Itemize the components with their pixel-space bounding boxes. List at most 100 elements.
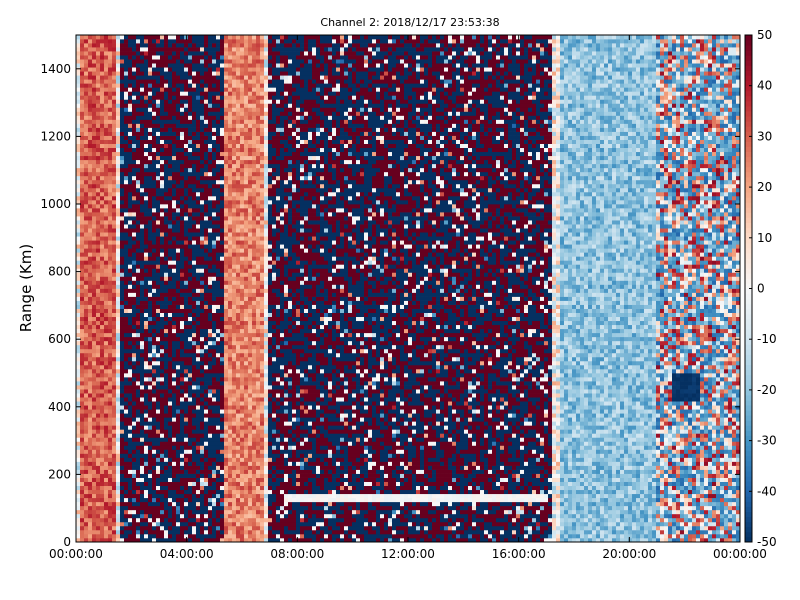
heatmap-cell	[116, 292, 121, 297]
heatmap-cell	[84, 119, 89, 124]
heatmap-cell	[100, 87, 105, 92]
heatmap-cell	[96, 505, 101, 511]
heatmap-cell	[160, 360, 165, 366]
heatmap-cell	[108, 352, 113, 358]
heatmap-cell	[224, 425, 229, 430]
heatmap-cell	[220, 465, 225, 470]
heatmap-cell	[80, 171, 85, 177]
heatmap-cell	[196, 244, 201, 249]
heatmap-cell	[140, 352, 145, 358]
heatmap-cell	[120, 260, 125, 265]
heatmap-cell	[84, 368, 89, 374]
heatmap-cell	[136, 83, 141, 88]
heatmap-cell	[164, 131, 169, 136]
heatmap-cell	[148, 437, 153, 442]
heatmap-cell	[184, 147, 189, 153]
heatmap-cell	[176, 228, 181, 233]
heatmap-cell	[140, 328, 145, 334]
heatmap-cell	[92, 155, 97, 161]
heatmap-cell	[108, 67, 113, 72]
heatmap-cell	[180, 529, 185, 535]
heatmap-cell	[204, 465, 209, 470]
heatmap-cell	[152, 385, 157, 390]
heatmap-cell	[80, 199, 85, 205]
heatmap-cell	[96, 75, 101, 80]
heatmap-cell	[96, 115, 101, 120]
heatmap-cell	[140, 409, 145, 414]
heatmap-cell	[84, 224, 89, 229]
heatmap-cell	[168, 59, 173, 64]
heatmap-cell	[148, 159, 153, 165]
heatmap-cell	[224, 252, 229, 257]
heatmap-cell	[160, 115, 165, 120]
heatmap-cell	[100, 477, 105, 482]
heatmap-cell	[220, 348, 225, 354]
heatmap-cell	[228, 236, 233, 241]
heatmap-cell	[180, 199, 185, 205]
heatmap-cell	[224, 175, 229, 181]
heatmap-cell	[208, 99, 213, 104]
heatmap-cell	[220, 477, 225, 482]
heatmap-cell	[80, 397, 85, 402]
heatmap-cell	[180, 300, 185, 305]
heatmap-cell	[228, 284, 233, 289]
heatmap-cell	[116, 147, 121, 153]
heatmap-cell	[188, 481, 193, 487]
heatmap-cell	[176, 224, 181, 229]
heatmap-cell	[124, 429, 129, 434]
heatmap-cell	[88, 87, 93, 92]
heatmap-cell	[200, 151, 205, 157]
heatmap-cell	[132, 501, 137, 507]
heatmap-cell	[124, 280, 129, 285]
heatmap-cell	[112, 248, 117, 253]
heatmap-cell	[172, 67, 177, 72]
heatmap-cell	[164, 401, 169, 406]
heatmap-cell	[156, 51, 161, 56]
heatmap-cell	[76, 537, 81, 543]
heatmap-cell	[200, 312, 205, 318]
heatmap-cell	[128, 393, 133, 398]
heatmap-cell	[196, 377, 201, 382]
heatmap-cell	[156, 191, 161, 197]
heatmap-cell	[96, 123, 101, 128]
heatmap-cell	[148, 163, 153, 169]
heatmap-cell	[108, 115, 113, 120]
heatmap-cell	[220, 159, 225, 165]
heatmap-cell	[92, 449, 97, 454]
heatmap-cell	[96, 525, 101, 531]
heatmap-cell	[164, 320, 169, 326]
heatmap-cell	[144, 477, 149, 482]
heatmap-cell	[152, 413, 157, 418]
heatmap-cell	[148, 95, 153, 100]
heatmap-cell	[184, 63, 189, 68]
heatmap-cell	[128, 425, 133, 430]
heatmap-cell	[128, 401, 133, 406]
heatmap-cell	[196, 191, 201, 197]
heatmap-cell	[216, 51, 221, 56]
heatmap-cell	[168, 119, 173, 124]
heatmap-cell	[124, 123, 129, 128]
heatmap-cell	[124, 240, 129, 245]
heatmap-cell	[216, 155, 221, 161]
heatmap-cell	[136, 437, 141, 442]
heatmap-cell	[188, 324, 193, 330]
heatmap-cell	[88, 509, 93, 515]
heatmap-cell	[148, 143, 153, 149]
heatmap-cell	[112, 409, 117, 414]
heatmap-cell	[192, 493, 197, 499]
heatmap-cell	[88, 381, 93, 386]
heatmap-cell	[136, 103, 141, 108]
heatmap-cell	[172, 55, 177, 60]
heatmap-cell	[88, 59, 93, 64]
heatmap-cell	[164, 393, 169, 398]
heatmap-cell	[232, 429, 237, 434]
heatmap-cell	[148, 252, 153, 257]
heatmap-cell	[180, 195, 185, 201]
heatmap-cell	[92, 260, 97, 265]
heatmap-cell	[104, 473, 109, 478]
heatmap-cell	[148, 284, 153, 289]
heatmap-cell	[220, 171, 225, 177]
heatmap-cell	[156, 328, 161, 334]
heatmap-cell	[92, 368, 97, 374]
heatmap-cell	[120, 252, 125, 257]
